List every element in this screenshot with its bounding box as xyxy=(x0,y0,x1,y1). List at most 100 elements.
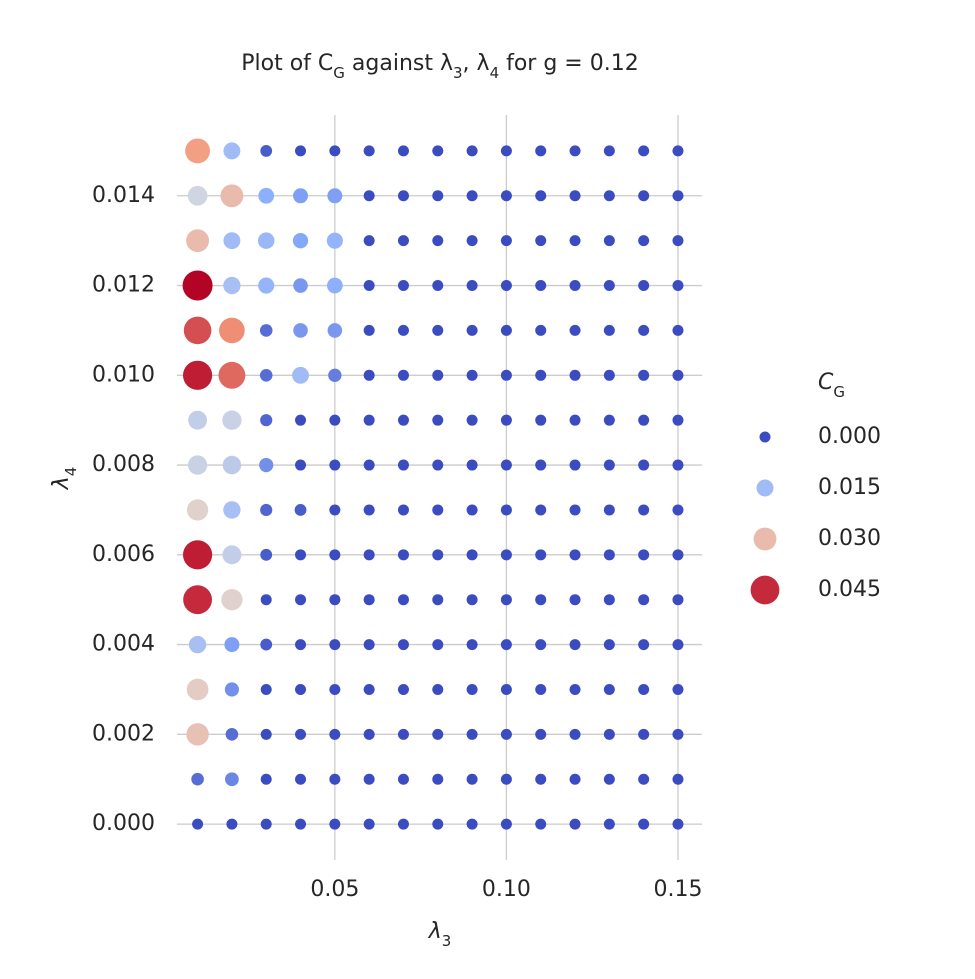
point xyxy=(638,414,650,426)
y-tick-label: 0.010 xyxy=(92,362,155,387)
point xyxy=(569,683,581,695)
point xyxy=(672,190,684,202)
point xyxy=(397,369,409,381)
y-tick-label: 0.004 xyxy=(92,632,155,657)
point xyxy=(295,728,307,740)
point xyxy=(186,499,209,521)
point xyxy=(397,728,409,740)
point xyxy=(500,459,512,471)
point xyxy=(397,639,409,651)
point xyxy=(397,683,409,695)
point xyxy=(260,145,273,157)
point xyxy=(432,683,444,695)
point xyxy=(223,232,241,250)
point xyxy=(569,369,581,381)
point xyxy=(295,639,307,651)
point xyxy=(397,459,409,471)
point xyxy=(535,324,547,336)
point xyxy=(188,410,208,430)
point xyxy=(500,145,512,157)
point xyxy=(293,323,308,338)
point xyxy=(183,585,212,615)
point xyxy=(466,504,478,516)
point xyxy=(535,728,547,740)
point xyxy=(672,683,684,695)
point xyxy=(638,235,650,247)
point xyxy=(569,504,581,516)
point xyxy=(638,504,650,516)
point xyxy=(500,773,512,785)
point xyxy=(466,594,478,606)
legend-label: 0.000 xyxy=(818,424,881,449)
point xyxy=(638,683,650,695)
point xyxy=(188,635,207,654)
point xyxy=(397,594,409,606)
point xyxy=(223,142,241,160)
point xyxy=(672,504,684,516)
point xyxy=(432,639,444,651)
point xyxy=(260,548,273,561)
point xyxy=(569,145,581,157)
point xyxy=(329,594,341,606)
y-axis-label: λ4 xyxy=(49,467,80,491)
point xyxy=(603,728,615,740)
point xyxy=(569,728,581,740)
point xyxy=(295,549,307,561)
point xyxy=(672,818,684,830)
point xyxy=(466,639,478,651)
point xyxy=(294,504,307,516)
point xyxy=(432,594,444,606)
point xyxy=(638,280,650,292)
point xyxy=(432,549,444,561)
point xyxy=(363,235,375,247)
point xyxy=(603,549,615,561)
point xyxy=(182,540,213,570)
point xyxy=(638,818,650,830)
point xyxy=(500,280,512,292)
point xyxy=(432,504,444,516)
point xyxy=(259,324,273,337)
point xyxy=(363,728,375,740)
point xyxy=(329,728,341,740)
point xyxy=(466,324,478,336)
point xyxy=(363,504,375,516)
point xyxy=(363,683,375,695)
point xyxy=(363,639,375,651)
point xyxy=(260,683,272,695)
point xyxy=(222,455,242,475)
point xyxy=(672,549,684,561)
point xyxy=(329,639,341,651)
point xyxy=(535,459,547,471)
point xyxy=(535,683,547,695)
point xyxy=(432,414,444,426)
point xyxy=(295,594,307,606)
point xyxy=(466,818,478,830)
point xyxy=(603,190,615,202)
point xyxy=(466,728,478,740)
point xyxy=(225,772,239,787)
point xyxy=(258,277,275,294)
point xyxy=(260,503,273,517)
point xyxy=(466,190,478,202)
point xyxy=(363,145,375,157)
point xyxy=(260,414,273,427)
point xyxy=(432,235,444,247)
point xyxy=(221,589,243,611)
point xyxy=(397,145,409,157)
point xyxy=(397,549,409,561)
point xyxy=(226,818,238,830)
point xyxy=(535,773,547,785)
point xyxy=(397,280,409,292)
point xyxy=(603,639,615,651)
legend-marker xyxy=(753,527,777,551)
point xyxy=(603,594,615,606)
point xyxy=(397,818,409,830)
point xyxy=(569,324,581,336)
point xyxy=(219,317,245,344)
point xyxy=(466,369,478,381)
point xyxy=(535,369,547,381)
point xyxy=(186,678,209,701)
point xyxy=(329,683,341,695)
point xyxy=(500,639,512,651)
point xyxy=(638,639,650,651)
